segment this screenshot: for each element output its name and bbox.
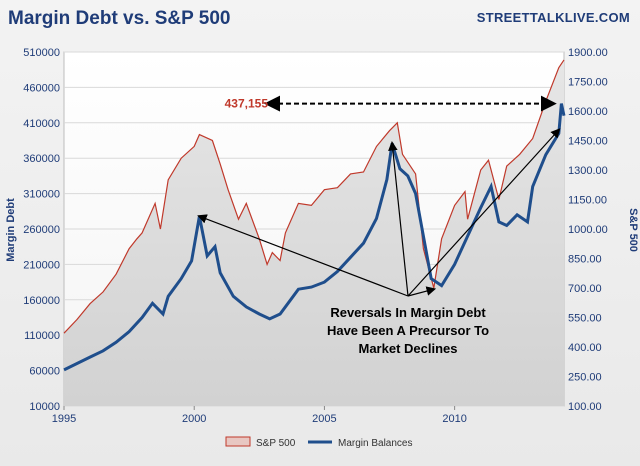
chart-title: Margin Debt vs. S&P 500 [8, 8, 231, 29]
y-tick-right-0: 100.00 [568, 401, 602, 413]
y-axis-right-label: S&P 500 [627, 208, 639, 252]
x-axis: 1995 2000 2005 2010 [52, 406, 467, 425]
series-line-sp500 [63, 59, 565, 334]
y-axis-left-label: Margin Debt [5, 198, 17, 262]
reversal-arrow-2 [407, 286, 437, 297]
legend-label-margin: Margin Balances [338, 438, 412, 449]
y-tick-right-3: 550.00 [568, 313, 602, 325]
reversal-annotation-text: Reversals In Margin Debt Have Been A Prec… [327, 305, 489, 356]
y-tick-right-7: 1150.00 [568, 195, 607, 207]
source-brand: STREETTALKLIVE.COM [476, 10, 630, 25]
legend-label-sp500: S&P 500 [256, 438, 296, 449]
y-tick-left-7: 360000 [23, 153, 60, 165]
reversal-arrow-3 [407, 128, 561, 297]
x-tick-1: 2000 [182, 413, 206, 425]
y-tick-left-3: 160000 [23, 295, 60, 307]
series-line-margin-balances [63, 103, 566, 372]
reversal-annotation-line-0: Reversals In Margin Debt [330, 305, 486, 320]
reversal-arrow-1 [388, 140, 409, 297]
reversal-annotation-line-2: Market Declines [359, 341, 458, 356]
peak-value-annotation: 437,155 [225, 95, 557, 112]
y-tick-right-1: 250.00 [568, 372, 602, 384]
y-tick-right-12: 1900.00 [568, 47, 608, 59]
y-tick-right-8: 1300.00 [568, 165, 608, 177]
y-tick-left-9: 460000 [23, 82, 60, 94]
reversal-arrows [197, 128, 561, 297]
legend-swatch-sp500 [225, 436, 251, 447]
y-tick-left-8: 410000 [23, 118, 60, 130]
y-tick-right-5: 850.00 [568, 254, 602, 266]
x-tick-2: 2005 [312, 413, 336, 425]
y-tick-right-9: 1450.00 [568, 136, 608, 148]
x-tick-3: 2010 [442, 413, 466, 425]
y-tick-left-6: 310000 [23, 189, 60, 201]
y-tick-right-10: 1600.00 [568, 106, 608, 118]
legend: S&P 500 Margin Balances [225, 436, 412, 449]
y-tick-left-1: 60000 [29, 366, 60, 378]
y-tick-left-0: 10000 [29, 401, 60, 413]
y-axis-right: 100.00 250.00 400.00 550.00 700.00 850.00 1000… [568, 47, 608, 413]
y-axis-left: 10000 60000 110000 160000 210000 260000 310000… [23, 47, 60, 413]
y-tick-right-2: 400.00 [568, 342, 602, 354]
sp500-area [64, 59, 564, 407]
y-tick-right-11: 1750.00 [568, 77, 608, 89]
y-tick-right-4: 700.00 [568, 283, 602, 295]
x-tick-0: 1995 [52, 413, 76, 425]
y-tick-right-6: 1000.00 [568, 224, 608, 236]
y-tick-left-10: 510000 [23, 47, 60, 59]
reversal-annotation-line-1: Have Been A Precursor To [327, 323, 489, 338]
reversal-arrow-0 [197, 214, 409, 297]
y-tick-left-2: 110000 [24, 330, 60, 342]
peak-value-label: 437,155 [225, 97, 269, 111]
y-tick-left-4: 210000 [23, 259, 60, 271]
y-tick-left-5: 260000 [23, 224, 60, 236]
